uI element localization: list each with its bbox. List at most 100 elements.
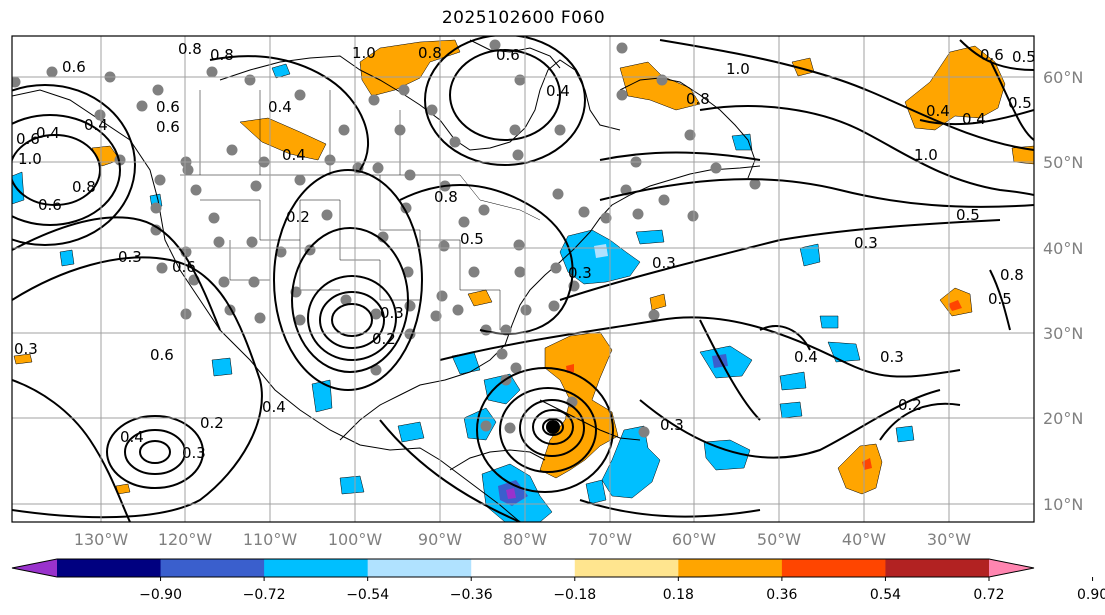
longitude-label: 30°W [927, 530, 971, 549]
storm-center-marker [546, 420, 560, 434]
contour-label: 0.3 [854, 234, 878, 252]
shade-orange-area [619, 61, 701, 111]
contour-label: 0.6 [38, 196, 62, 214]
contour-label: 1.0 [18, 150, 42, 168]
contour-label: 0.5 [1008, 94, 1032, 112]
colorbar-bin [367, 559, 472, 577]
shade-blue-area [311, 379, 333, 413]
contour-label: 0.3 [118, 248, 142, 266]
longitude-label: 120°W [158, 530, 213, 549]
shade-orange-area [467, 289, 493, 307]
graticule [12, 36, 1034, 522]
shade-orange-area [649, 293, 667, 311]
shade-blue-area [271, 63, 291, 79]
shade-blue-area [779, 401, 803, 419]
shade-blue-area [59, 249, 75, 267]
shade-blue-area [895, 425, 915, 443]
shade-orange-area [13, 353, 33, 365]
contour-label: 0.8 [72, 178, 96, 196]
contour-label: 0.8 [686, 90, 710, 108]
colorbar-tick-label: 0.54 [870, 587, 901, 603]
colorbar-bin [471, 559, 576, 577]
contour-label: 0.6 [172, 258, 196, 276]
longitude-label: 60°W [672, 530, 716, 549]
shade-blue-area [211, 357, 233, 377]
contour-label: 0.3 [182, 444, 206, 462]
colorbar-tick-label: −0.90 [139, 587, 182, 603]
shade-red-core [948, 300, 962, 311]
contour-label: 0.2 [372, 330, 396, 348]
shade-royalblue-core [594, 244, 608, 258]
contour-label: 0.3 [380, 304, 404, 322]
colorbar-tick-label: −0.72 [243, 587, 286, 603]
contour-label: 0.3 [652, 254, 676, 272]
contour-labels: 0.8 1.0 0.8 0.6 1.0 0.8 0.6 0.4 0.5 0.6 … [14, 40, 1036, 462]
colorbar-tick-label: −0.18 [553, 587, 596, 603]
shade-blue-area [397, 421, 425, 443]
contour-label: 0.4 [120, 428, 144, 446]
longitude-label: 70°W [588, 530, 632, 549]
contour-label: 0.5 [988, 290, 1012, 308]
longitude-label: 80°W [503, 530, 547, 549]
colorbar-bin [57, 559, 162, 577]
contour-label: 0.6 [980, 46, 1004, 64]
contour-label: 0.2 [286, 208, 310, 226]
latitude-label: 60°N [1043, 68, 1083, 87]
contour-label: 1.0 [726, 60, 750, 78]
colorbar-tick-label: 0.36 [766, 587, 797, 603]
contour-label: 0.8 [210, 46, 234, 64]
map-frame [11, 35, 1035, 523]
colorbar-tick-label: −0.54 [346, 587, 389, 603]
contour-label: 0.4 [36, 124, 60, 142]
shade-orange-area [1011, 145, 1034, 165]
contour-label: 0.4 [262, 398, 286, 416]
longitude-label: 40°W [842, 530, 886, 549]
contour-label: 0.6 [496, 46, 520, 64]
contour-label: 0.8 [434, 188, 458, 206]
shade-orange-area [904, 45, 1006, 131]
colorbar-bin [160, 559, 265, 577]
shade-blue-area [779, 371, 807, 391]
latitude-label: 50°N [1043, 153, 1083, 172]
contour-label: 0.4 [546, 82, 570, 100]
colorbar-bin [885, 559, 990, 577]
contour-label: 0.2 [898, 396, 922, 414]
contour-label: 0.6 [156, 98, 180, 116]
contour-label: 0.4 [282, 146, 306, 164]
station-dots [12, 39, 761, 438]
coastlines [12, 39, 761, 522]
shade-royalblue-core [506, 488, 516, 499]
shade-blue-area [585, 479, 607, 505]
latitude-labels: 60°N 50°N 40°N 30°N 20°N 10°N [1043, 68, 1083, 514]
shade-blue-area [339, 475, 365, 495]
longitude-label: 130°W [74, 530, 129, 549]
shade-orange-area [239, 117, 327, 161]
contour-label: 0.5 [1012, 48, 1036, 66]
contour-lines [12, 36, 1034, 522]
colorbar-tick-label: −0.36 [450, 587, 493, 603]
contour-label: 0.4 [268, 98, 292, 116]
colorbar [11, 558, 1094, 581]
contour-label: 0.4 [962, 110, 986, 128]
latitude-label: 10°N [1043, 495, 1083, 514]
colorbar-outline [11, 558, 1035, 578]
contour-label: 1.0 [914, 146, 938, 164]
contour-label: 0.5 [460, 230, 484, 248]
colorbar-bin [678, 559, 783, 577]
colorbar-tick-label: 0.18 [663, 587, 694, 603]
shade-blue-area [799, 243, 821, 267]
shade-blue-area [635, 229, 665, 245]
contour-label: 0.4 [84, 116, 108, 134]
longitude-label: 100°W [328, 530, 383, 549]
contour-label: 0.8 [178, 40, 202, 58]
contour-label: 0.3 [568, 264, 592, 282]
longitude-labels: 130°W 120°W 110°W 100°W 90°W 80°W 70°W 6… [74, 530, 971, 549]
contour-label: 0.6 [150, 346, 174, 364]
colorbar-bin [574, 559, 679, 577]
shade-blue-area [827, 341, 861, 363]
shade-blue-area [819, 315, 839, 329]
contour-label: 0.3 [880, 348, 904, 366]
colorbar-extend-low [12, 559, 57, 577]
contour-label: 0.6 [156, 118, 180, 136]
